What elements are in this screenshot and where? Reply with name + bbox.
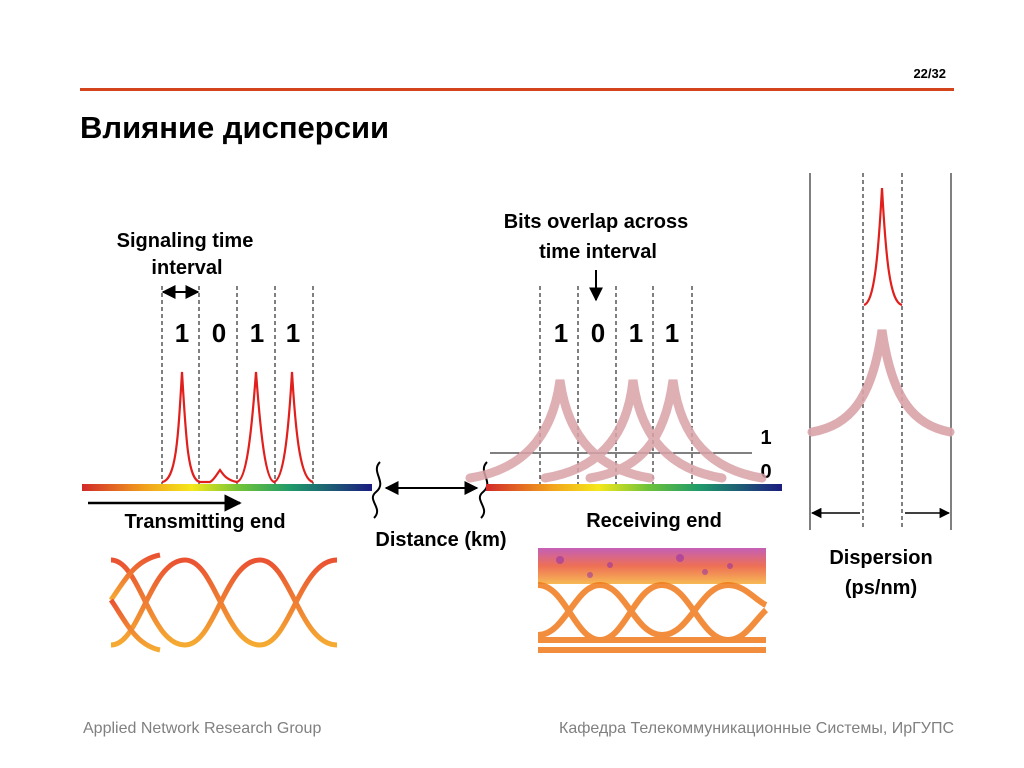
transmitting-end-label: Transmitting end — [124, 511, 285, 533]
level-zero-label: 0 — [760, 461, 771, 483]
signaling-label-line1: Signaling time — [117, 230, 254, 252]
tx-fiber-spectrum — [82, 484, 372, 491]
dispersion-slots — [862, 173, 903, 530]
footer-organization: Applied Network Research Group — [83, 720, 322, 737]
level-one-label: 1 — [760, 427, 771, 449]
tx-time-slots — [161, 286, 314, 485]
distance-label: Distance (km) — [375, 529, 506, 551]
tx-bit: 1 — [250, 318, 264, 348]
page-number: 22/32 — [913, 66, 946, 81]
rx-fiber-spectrum — [486, 484, 782, 491]
overlap-label-line1: Bits overlap across — [504, 211, 689, 233]
receiving-end-label: Receiving end — [586, 510, 722, 532]
slide-title: Влияние дисперсии — [80, 110, 390, 145]
rx-broadened-pulses — [465, 379, 767, 483]
rx-bit: 0 — [591, 318, 605, 348]
overlap-label-line2: time interval — [539, 241, 657, 263]
footer-department: Кафедра Телекоммуникационные Системы, Ир… — [559, 720, 954, 737]
rx-bit: 1 — [665, 318, 679, 348]
rx-time-slots — [539, 286, 693, 485]
tx-pulse-train — [161, 371, 314, 484]
tx-bit: 1 — [286, 318, 300, 348]
signaling-label-line2: interval — [151, 257, 222, 279]
rx-eye-diagram — [537, 542, 769, 658]
rx-bits: 1 0 1 1 — [554, 318, 679, 348]
rx-bit: 1 — [554, 318, 568, 348]
tx-eye-diagram — [108, 543, 338, 660]
dispersion-label-line1: Dispersion — [829, 547, 932, 569]
rx-bit: 1 — [629, 318, 643, 348]
signaling-interval-label: Signaling time interval — [117, 230, 254, 279]
tx-bits: 1 0 1 1 — [175, 318, 300, 348]
fiber-break-left-icon — [371, 461, 382, 519]
tx-bit: 0 — [212, 318, 226, 348]
dispersion-label-line2: (ps/nm) — [845, 577, 917, 599]
tx-bit: 1 — [175, 318, 189, 348]
broadened-pulse — [807, 329, 955, 437]
dispersion-bounds — [809, 173, 952, 530]
header-divider — [80, 88, 954, 91]
narrow-pulse — [863, 187, 903, 307]
